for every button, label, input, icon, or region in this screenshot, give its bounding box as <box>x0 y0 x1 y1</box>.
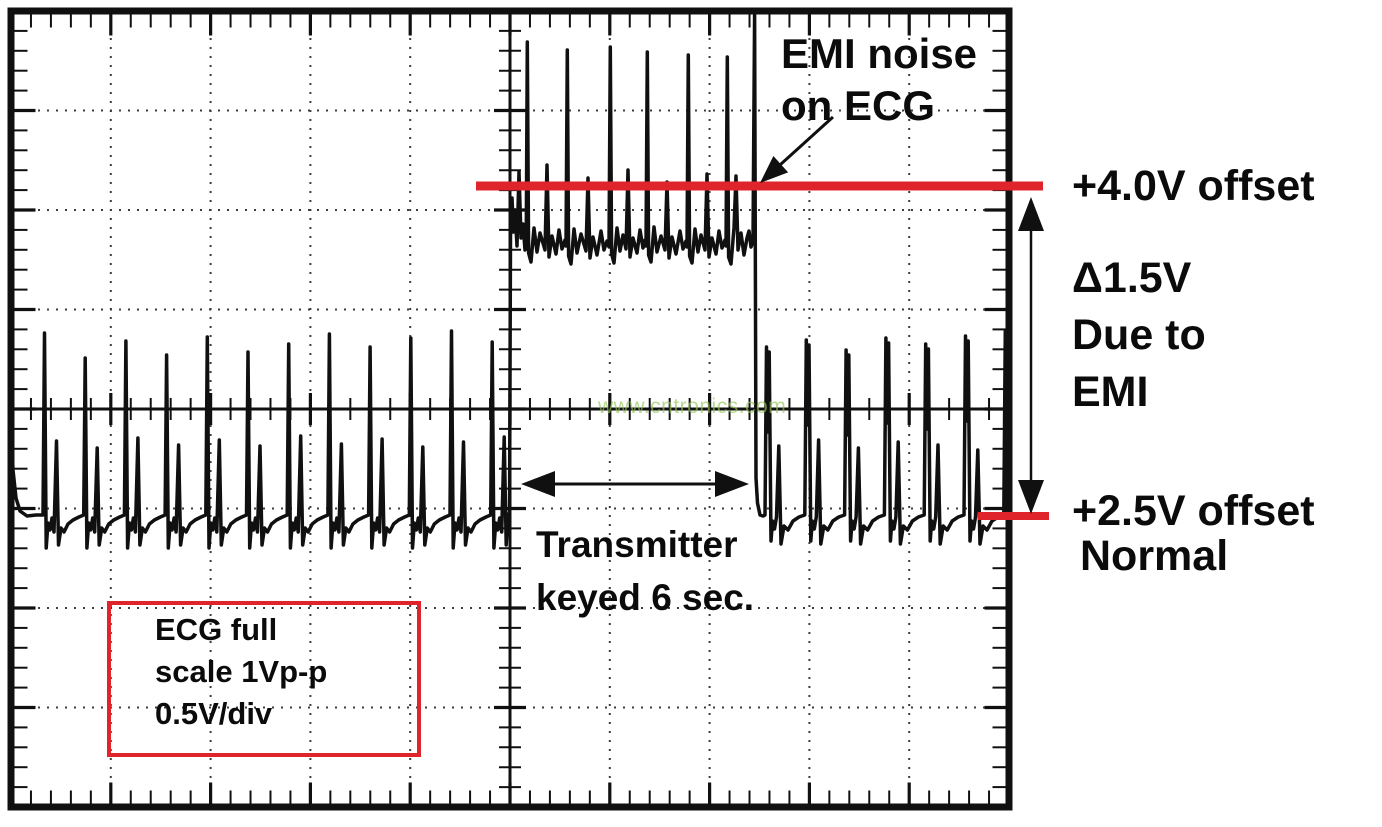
offset-25-normal-text: Normal <box>1080 532 1229 580</box>
offset-4v-annotation: +4.0V offset <box>1072 163 1315 209</box>
transmitter-arrowhead-right <box>715 471 749 497</box>
scale-annotation: ECG full scale 1Vp-p 0.5V/div <box>155 609 327 735</box>
scope-border <box>7 7 1013 811</box>
emi-noise-annotation: EMI noise on ECG <box>781 28 977 132</box>
watermark-text: www.cntronics.com <box>598 395 787 418</box>
emi-pointer-arrow <box>775 115 835 170</box>
transmitter-line1: Transmitter <box>536 524 738 565</box>
scale-line2: scale 1Vp-p <box>155 654 328 689</box>
delta-line3: EMI <box>1072 368 1149 416</box>
delta-line2: Due to <box>1072 311 1206 359</box>
delta-line1: Δ1.5V <box>1072 254 1192 302</box>
offset-25-text: +2.5V offset <box>1072 487 1315 535</box>
delta-arrowhead-top <box>1018 197 1044 231</box>
scale-line3: 0.5V/div <box>155 696 273 731</box>
emi-noise-line1: EMI noise <box>781 30 978 77</box>
emi-pointer-arrowhead <box>760 156 789 183</box>
transmitter-arrowhead-left <box>521 471 555 497</box>
delta-arrowhead-bottom <box>1018 480 1044 514</box>
scale-annotation-box <box>107 601 421 757</box>
transmitter-annotation: Transmitter keyed 6 sec. <box>536 518 754 624</box>
offset-4v-text: +4.0V offset <box>1072 162 1315 210</box>
transmitter-line2: keyed 6 sec. <box>536 577 755 618</box>
emi-noise-line2: on ECG <box>781 82 935 129</box>
offset-2-5v-annotation: +2.5V offset Normal <box>1072 489 1315 579</box>
ecg-trace <box>9 11 1008 550</box>
delta-1-5v-annotation: Δ1.5V Due to EMI <box>1072 250 1206 421</box>
scale-line1: ECG full <box>155 612 278 647</box>
